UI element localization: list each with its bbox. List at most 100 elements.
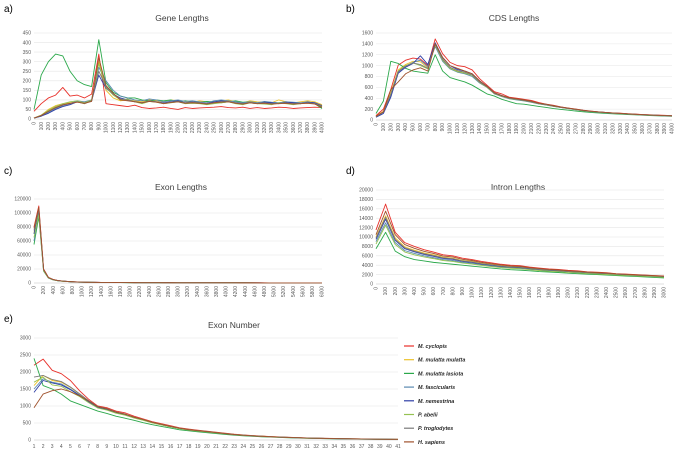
x-tick-label: 1800 bbox=[546, 287, 552, 298]
x-tick-label: 400 bbox=[51, 286, 57, 295]
x-tick-label: 500 bbox=[411, 123, 417, 132]
y-tick-label: 16000 bbox=[359, 207, 373, 213]
x-tick-label: 100 bbox=[381, 123, 387, 132]
x-tick-label: 1600 bbox=[492, 123, 498, 134]
y-tick-label: 500 bbox=[23, 421, 32, 427]
x-tick-label: 1 bbox=[33, 444, 36, 450]
x-tick-label: 30 bbox=[295, 444, 301, 450]
x-tick-label: 1000 bbox=[104, 122, 110, 133]
x-tick-label: 1600 bbox=[147, 122, 153, 133]
x-tick-label: 3300 bbox=[618, 123, 624, 134]
x-tick-label: 100 bbox=[383, 287, 389, 296]
x-tick-label: 32 bbox=[313, 444, 319, 450]
y-tick-label: 350 bbox=[23, 50, 32, 56]
panel-letter: e) bbox=[4, 314, 13, 325]
x-tick-label: 3600 bbox=[291, 122, 297, 133]
y-tick-label: 60000 bbox=[17, 239, 31, 245]
x-tick-label: 11 bbox=[122, 444, 127, 450]
x-tick-label: 9 bbox=[105, 444, 108, 450]
x-tick-label: 4800 bbox=[262, 286, 268, 297]
y-tick-label: 18000 bbox=[359, 197, 373, 203]
x-tick-label: 37 bbox=[359, 444, 365, 450]
x-tick-label: 800 bbox=[433, 123, 439, 132]
x-tick-label: 0 bbox=[32, 122, 38, 125]
x-tick-label: 3600 bbox=[204, 286, 210, 297]
x-tick-label: 1200 bbox=[462, 123, 468, 134]
x-tick-label: 3700 bbox=[647, 123, 653, 134]
x-tick-label: 2300 bbox=[594, 287, 600, 298]
x-tick-label: 2800 bbox=[233, 122, 239, 133]
x-tick-label: 1800 bbox=[507, 123, 513, 134]
x-tick-label: 400 bbox=[412, 287, 418, 296]
x-tick-label: 2 bbox=[42, 444, 45, 450]
chart-title: CDS Lengths bbox=[489, 13, 540, 23]
x-tick-label: 2100 bbox=[183, 122, 189, 133]
panel-letter: d) bbox=[346, 166, 355, 177]
x-tick-label: 34 bbox=[332, 444, 338, 450]
x-tick-label: 1900 bbox=[514, 123, 520, 134]
x-tick-label: 3200 bbox=[185, 286, 191, 297]
x-tick-label: 1400 bbox=[477, 123, 483, 134]
x-tick-label: 1400 bbox=[132, 122, 138, 133]
series-line bbox=[375, 224, 665, 278]
y-tick-label: 300 bbox=[23, 59, 32, 65]
x-tick-label: 3100 bbox=[255, 122, 261, 133]
legend-label: M. mulatta lasiota bbox=[418, 371, 463, 377]
y-tick-label: 20000 bbox=[359, 188, 373, 194]
x-tick-label: 31 bbox=[304, 444, 310, 450]
series-line bbox=[375, 43, 673, 117]
series-line bbox=[33, 206, 323, 284]
y-tick-label: 12000 bbox=[359, 225, 373, 231]
series-line bbox=[375, 216, 665, 278]
x-tick-label: 3400 bbox=[625, 123, 631, 134]
x-tick-label: 1200 bbox=[118, 122, 124, 133]
x-tick-label: 700 bbox=[425, 123, 431, 132]
x-tick-label: 2200 bbox=[137, 286, 143, 297]
x-tick-label: 2200 bbox=[536, 123, 542, 134]
x-tick-label: 2500 bbox=[212, 122, 218, 133]
x-tick-label: 800 bbox=[450, 287, 456, 296]
x-tick-label: 2000 bbox=[522, 123, 528, 134]
x-tick-label: 4400 bbox=[243, 286, 249, 297]
y-tick-label: 1400 bbox=[362, 42, 373, 48]
x-tick-label: 1100 bbox=[455, 123, 461, 134]
x-tick-label: 26 bbox=[259, 444, 265, 450]
x-tick-label: 2500 bbox=[559, 123, 565, 134]
legend-label: H. sapiens bbox=[418, 440, 445, 446]
x-tick-label: 1700 bbox=[154, 122, 160, 133]
x-tick-label: 3800 bbox=[214, 286, 220, 297]
x-tick-label: 2700 bbox=[573, 123, 579, 134]
x-tick-label: 1300 bbox=[470, 123, 476, 134]
x-tick-label: 1000 bbox=[80, 286, 86, 297]
x-tick-label: 2000 bbox=[566, 287, 572, 298]
x-tick-label: 3100 bbox=[603, 123, 609, 134]
x-tick-label: 23 bbox=[231, 444, 237, 450]
x-tick-label: 1500 bbox=[140, 122, 146, 133]
x-tick-label: 700 bbox=[441, 287, 447, 296]
y-tick-label: 2000 bbox=[362, 272, 373, 278]
y-tick-label: 0 bbox=[28, 281, 31, 287]
series-line bbox=[33, 213, 322, 284]
x-tick-label: 18 bbox=[186, 444, 192, 450]
x-tick-label: 24 bbox=[241, 444, 247, 450]
x-tick-label: 300 bbox=[396, 123, 402, 132]
x-tick-label: 3000 bbox=[248, 122, 254, 133]
x-tick-label: 20 bbox=[204, 444, 210, 450]
x-tick-label: 3400 bbox=[276, 122, 282, 133]
x-tick-label: 600 bbox=[75, 122, 81, 131]
x-tick-label: 2400 bbox=[551, 123, 557, 134]
x-tick-label: 3500 bbox=[633, 123, 639, 134]
x-tick-label: 3000 bbox=[662, 287, 668, 298]
x-tick-label: 3800 bbox=[305, 122, 311, 133]
x-tick-label: 1400 bbox=[508, 287, 514, 298]
y-tick-label: 200 bbox=[365, 107, 374, 113]
y-tick-label: 450 bbox=[23, 31, 32, 37]
y-tick-label: 4000 bbox=[362, 263, 373, 269]
x-tick-label: 35 bbox=[341, 444, 347, 450]
legend-label: P. abelii bbox=[418, 413, 438, 419]
x-tick-label: 3 bbox=[51, 444, 54, 450]
chart-title: Exon Number bbox=[208, 320, 260, 330]
x-tick-label: 400 bbox=[60, 122, 66, 131]
